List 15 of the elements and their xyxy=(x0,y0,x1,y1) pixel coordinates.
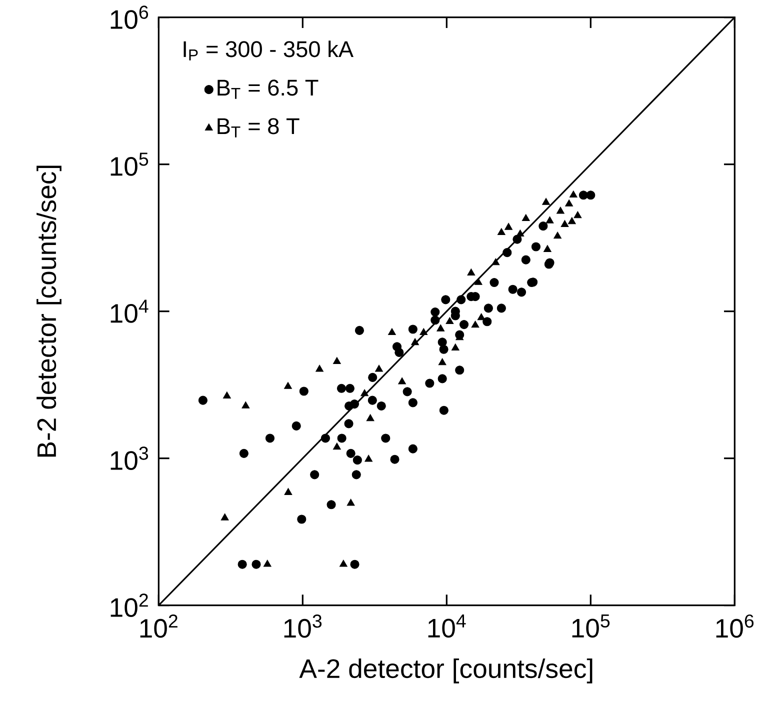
x-tick-label: 10$^{6}$ xyxy=(716,614,754,638)
y-tick-label: 10$^{5}$ xyxy=(110,152,148,176)
x-tick-label: 10$^{2}$ xyxy=(140,614,178,638)
y-axis-title: B-2 detector [counts/sec] xyxy=(36,166,62,457)
legend-label: B$_{T}$ = 6.5 T xyxy=(218,80,318,99)
y-tick-label: 10$^{6}$ xyxy=(110,6,148,29)
x-tick-label: 10$^{5}$ xyxy=(572,614,610,638)
x-tick-label: 10$^{3}$ xyxy=(284,614,322,638)
y-tick-label: 10$^{3}$ xyxy=(110,446,148,470)
legend-title: I$_{P}$ = 300 - 350 kA xyxy=(184,40,354,60)
x-tick-label: 10$^{4}$ xyxy=(428,614,466,638)
y-tick-label: 10$^{4}$ xyxy=(110,300,148,323)
legend-label: B$_{T}$ = 8 T xyxy=(218,118,300,138)
x-axis-title: A-2 detector [counts/sec] xyxy=(299,658,592,684)
y-tick-label: 10$^{2}$ xyxy=(110,594,148,617)
